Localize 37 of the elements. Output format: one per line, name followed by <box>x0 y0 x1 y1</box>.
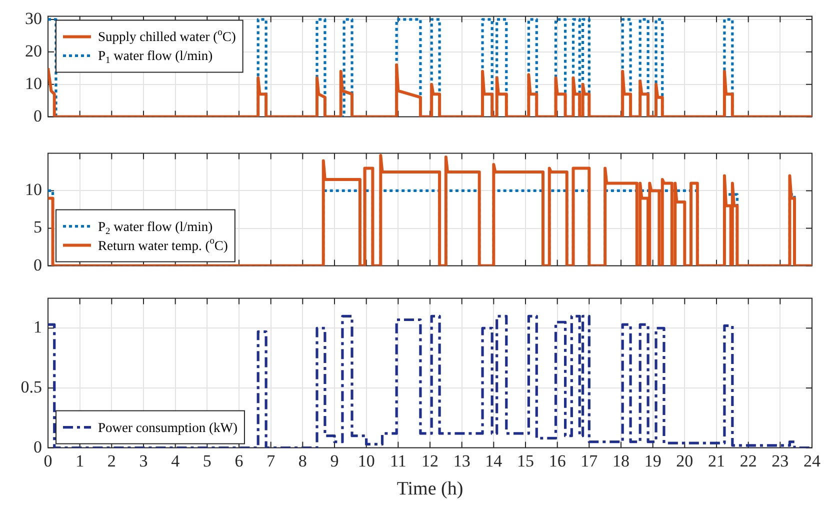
x-tick-label: 5 <box>202 451 212 470</box>
line-series <box>48 314 812 448</box>
y-tick-label: 0 <box>34 437 42 456</box>
x-tick-label: 4 <box>171 451 180 470</box>
x-axis-title: Time (h) <box>396 478 464 500</box>
x-tick-label: 8 <box>298 451 307 470</box>
x-tick-label: 6 <box>234 451 244 470</box>
x-tick-label: 11 <box>390 451 406 470</box>
x-tick-label: 13 <box>453 451 470 470</box>
y-tick-label: 1 <box>34 318 42 337</box>
x-tick-label: 22 <box>740 451 757 470</box>
x-tick-label: 18 <box>612 451 630 470</box>
x-tick-label: 20 <box>676 451 694 470</box>
x-tick-label: 16 <box>548 451 566 470</box>
legend-label: Power consumption (kW) <box>98 420 238 435</box>
x-tick-label: 12 <box>422 451 438 470</box>
x-tick-label: 21 <box>708 451 725 470</box>
x-tick-label: 10 <box>358 451 375 470</box>
y-tick-label: 20 <box>25 41 42 60</box>
x-tick-label: 17 <box>580 451 598 470</box>
x-tick-label: 2 <box>107 451 116 470</box>
x-tick-label: 9 <box>330 451 339 470</box>
y-tick-label: 10 <box>25 180 42 200</box>
y-tick-label: 0 <box>34 255 42 274</box>
y-tick-label: 5 <box>34 218 42 237</box>
x-tick-label: 15 <box>517 451 534 470</box>
x-tick-label: 19 <box>644 451 662 470</box>
y-tick-label: 0 <box>34 106 42 126</box>
x-tick-label: 14 <box>485 451 503 470</box>
y-tick-label: 30 <box>25 8 42 28</box>
x-tick-label: 7 <box>266 451 276 470</box>
y-tick-label: 10 <box>25 74 42 93</box>
y-tick-label: 0.5 <box>20 377 42 396</box>
x-tick-label: 1 <box>76 451 84 470</box>
x-tick-label: 23 <box>772 451 789 470</box>
x-tick-label: 3 <box>139 451 148 470</box>
x-tick-label: 24 <box>804 451 821 470</box>
